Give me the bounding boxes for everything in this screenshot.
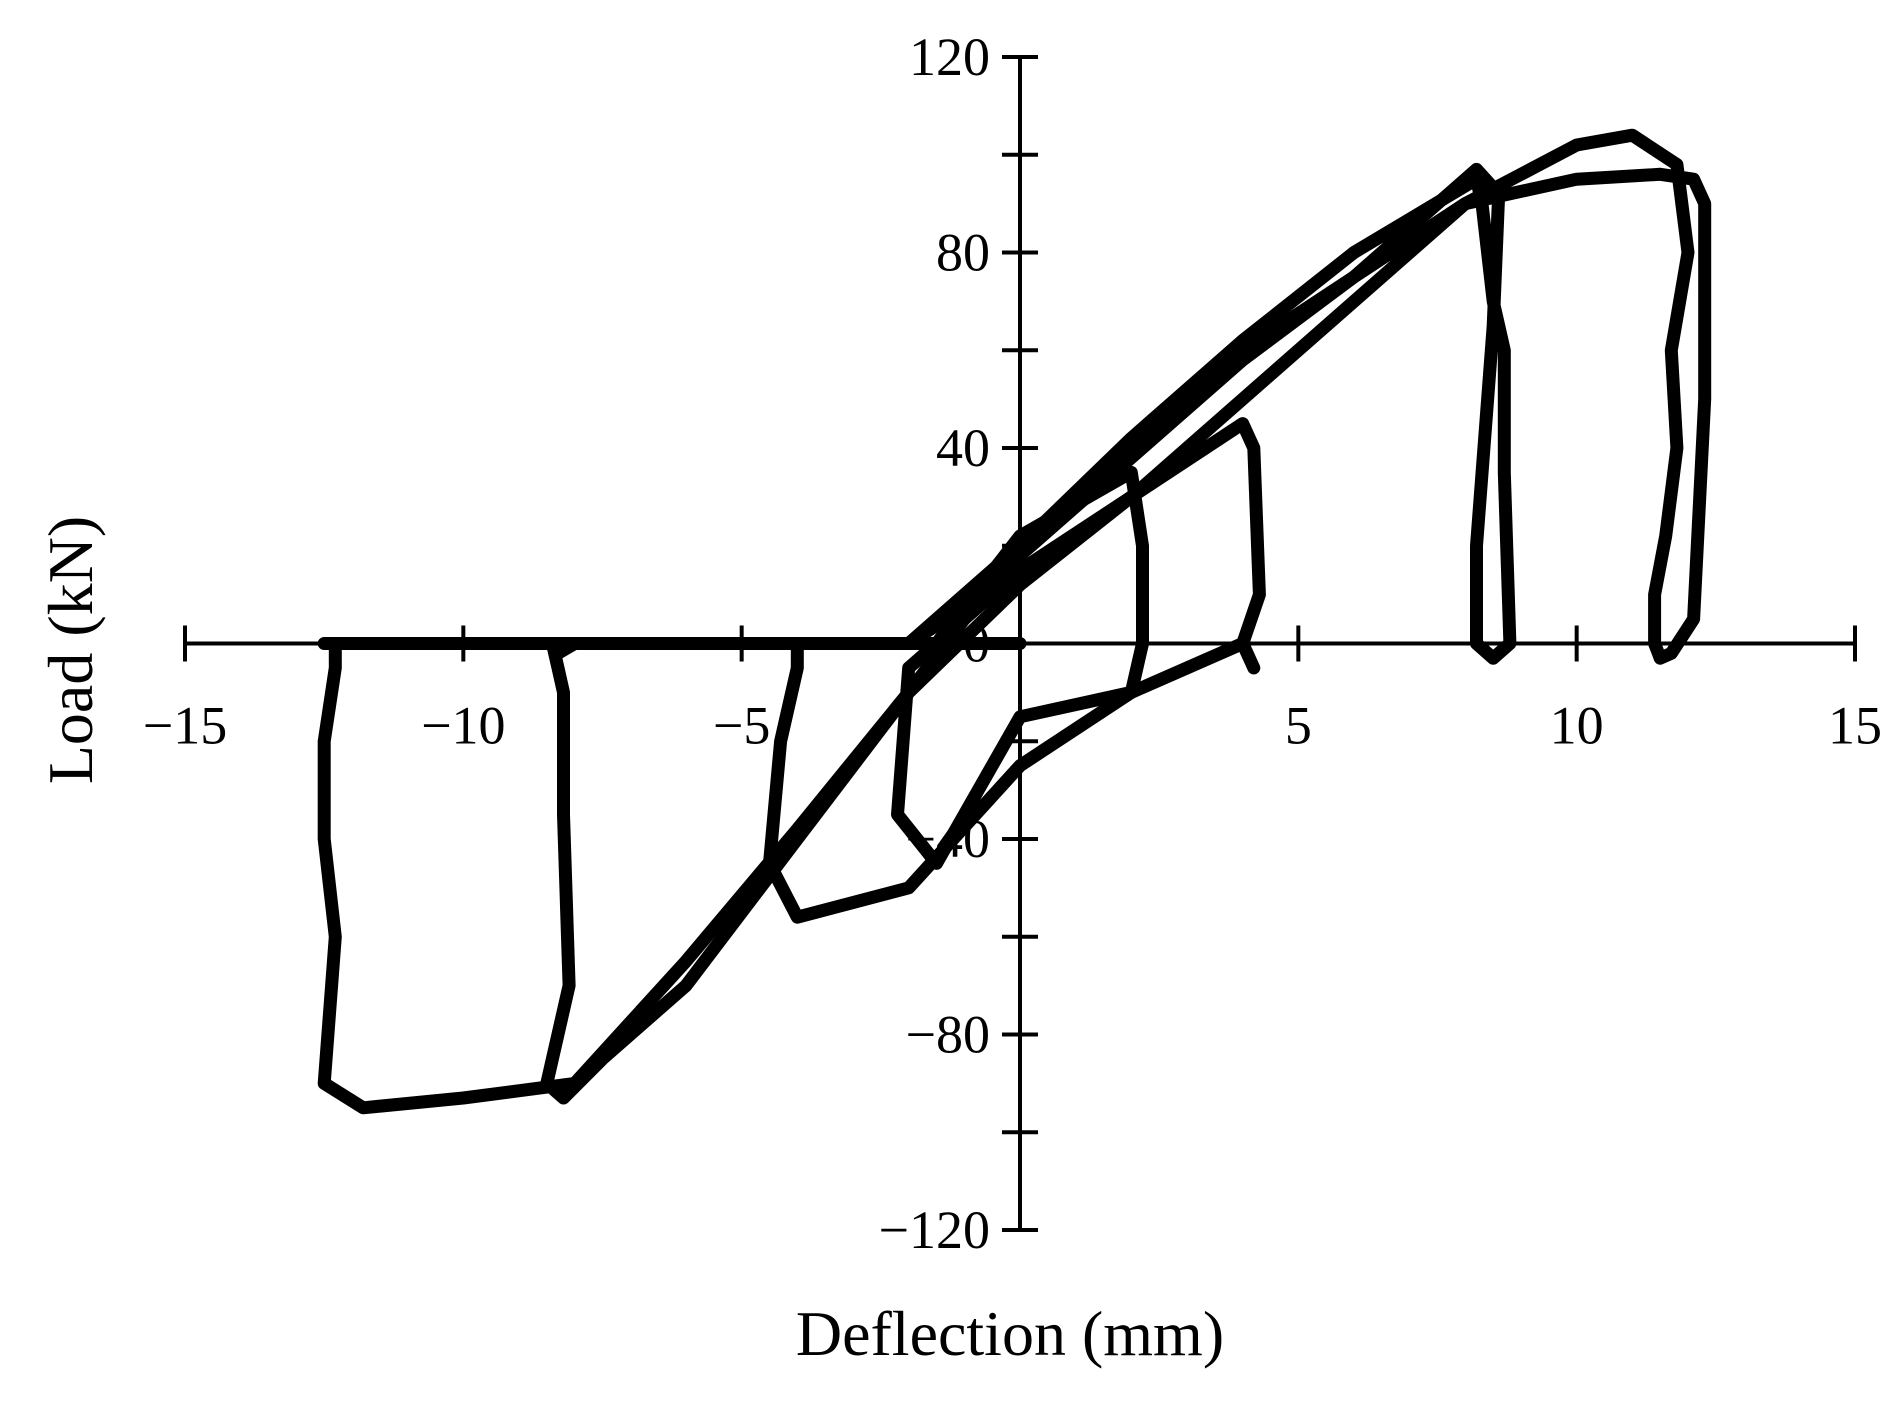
x-tick-label: −5 — [713, 696, 770, 756]
hysteresis-loop-3 — [540, 162, 1517, 1105]
y-tick-label: −120 — [879, 1200, 990, 1260]
x-axis-title: Deflection (mm) — [796, 1298, 1224, 1369]
x-tick-label: 15 — [1828, 696, 1882, 756]
y-axis-title: Load (kN) — [35, 516, 106, 784]
ticks — [183, 55, 1857, 1232]
curves — [317, 128, 1712, 1115]
x-tick-label: 5 — [1285, 696, 1312, 756]
hysteresis-loop-1 — [891, 465, 1149, 870]
x-tick-label: 10 — [1550, 696, 1604, 756]
y-tick-label: 40 — [936, 418, 990, 478]
y-tick-label: 80 — [936, 223, 990, 283]
hysteresis-loop-4 — [317, 128, 1712, 1115]
hysteresis-loop-2 — [763, 417, 1266, 924]
x-tick-label: −10 — [421, 696, 505, 756]
y-tick-label: −80 — [906, 1005, 990, 1065]
y-tick-label: 120 — [909, 27, 990, 87]
x-tick-label: −15 — [143, 696, 227, 756]
